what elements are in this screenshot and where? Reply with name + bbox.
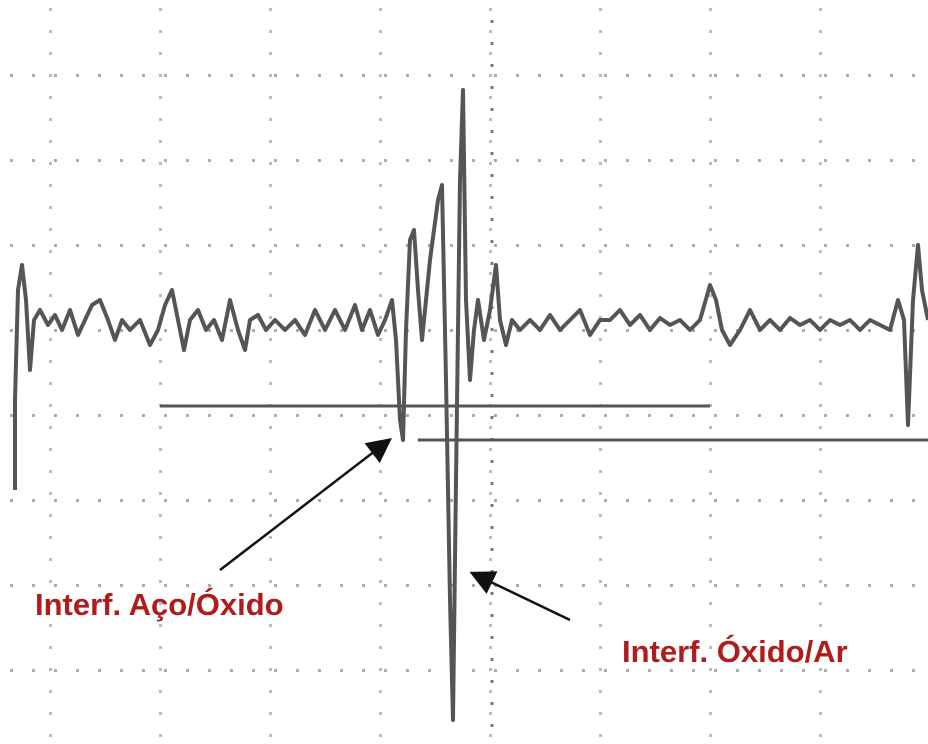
annotation-label: Interf. Óxido/Ar: [622, 633, 848, 669]
waveform-figure: Interf. Aço/Óxido Interf. Óxido/Ar: [0, 0, 928, 744]
annotation-label: Interf. Aço/Óxido: [35, 586, 284, 622]
page: Interf. Aço/Óxido Interf. Óxido/Ar (() =…: [0, 0, 928, 744]
